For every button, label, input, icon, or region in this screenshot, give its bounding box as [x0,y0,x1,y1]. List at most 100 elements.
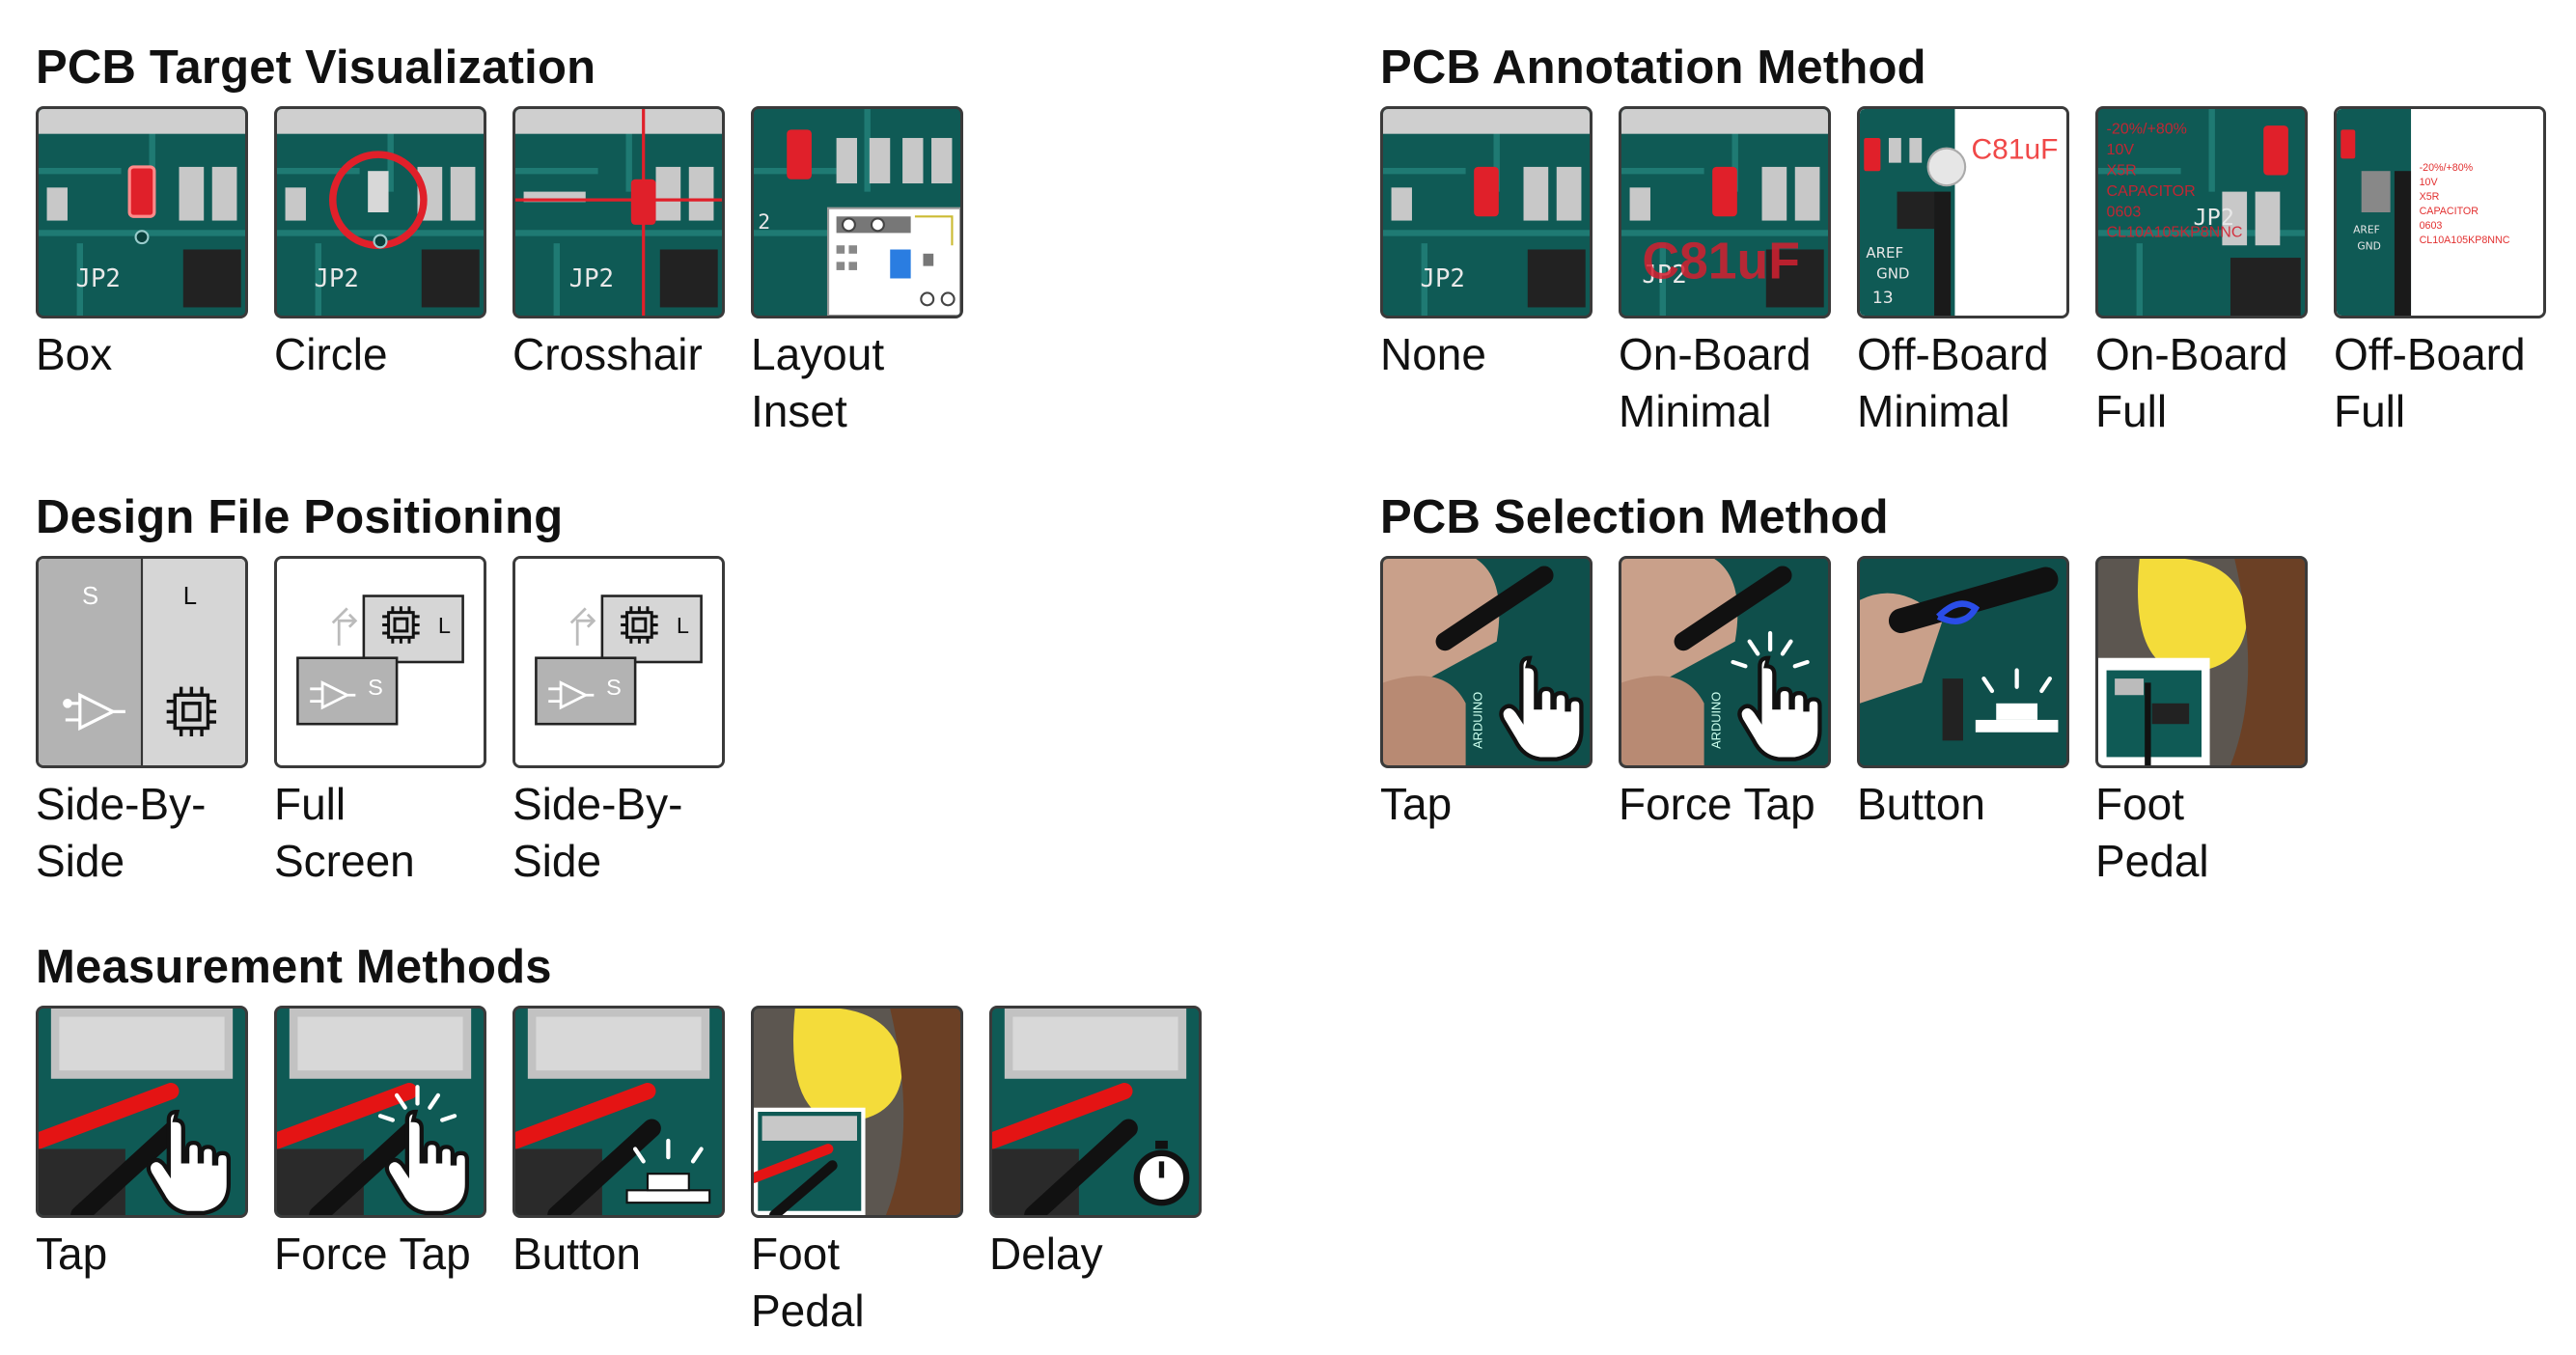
option-side-by-side-overlap[interactable]: L S Side-By-Side [512,556,725,890]
svg-text:JP2: JP2 [315,264,359,293]
option-label: Delay [989,1229,1103,1279]
push-button-glyph [1975,668,2059,733]
option-select-button[interactable]: Button [1857,556,2069,890]
option-label: Circle [274,329,388,379]
button-press-icon [1857,556,2069,768]
option-label: On-Board Minimal [1619,329,1812,436]
pcb-layout-inset-icon: 2 [751,106,963,318]
option-label: Force Tap [274,1229,471,1279]
svg-text:GND: GND [2357,240,2381,253]
svg-text:0603: 0603 [2107,203,2142,220]
option-label: Crosshair [512,329,703,379]
hand-force-tap-icon: ARDUINO [1619,556,1831,768]
option-offboard-full[interactable]: AREF GND -20%/+80% 10V X5R CAPACITOR 060… [2334,106,2546,440]
svg-text:JP2: JP2 [569,264,614,293]
option-label: Full Screen [274,779,415,886]
svg-text:CAPACITOR: CAPACITOR [2420,206,2479,217]
svg-text:10V: 10V [2420,177,2439,188]
svg-text:C81uF: C81uF [1972,133,2059,165]
hand-pointer-glyph [1499,655,1584,761]
section-title: PCB Annotation Method [1380,41,1926,94]
option-label: Button [512,1229,641,1279]
option-none[interactable]: JP2 None [1380,106,1593,440]
pcb-crosshair-highlight-icon: JP2 [512,106,725,318]
svg-text:X5R: X5R [2107,161,2137,179]
pcb-annotation-offboard-full-icon: AREF GND -20%/+80% 10V X5R CAPACITOR 060… [2334,106,2546,318]
svg-text:ARDUINO: ARDUINO [1709,692,1724,749]
svg-text:L: L [677,613,689,638]
pcb-circle-highlight-icon: JP2 [274,106,486,318]
option-label: None [1380,329,1486,379]
option-box[interactable]: JP2 Box [36,106,248,440]
option-measure-force-tap[interactable]: Force Tap [274,1006,486,1340]
probe-foot-pedal-icon [751,1006,963,1218]
option-label: Foot Pedal [751,1229,865,1336]
option-measure-delay[interactable]: Delay [989,1006,1202,1340]
section-title: PCB Target Visualization [36,41,596,94]
option-label: Foot Pedal [2095,779,2209,886]
overlapping-schematic-layout-alt-icon: L S [512,556,725,768]
option-onboard-minimal[interactable]: JP2 C81uF On-Board Minimal [1619,106,1831,440]
option-side-by-side-split[interactable]: S L Side-By-Side [36,556,248,890]
svg-text:13: 13 [1872,289,1894,308]
svg-text:JP2: JP2 [1421,264,1465,293]
svg-text:C81uF: C81uF [1642,233,1800,290]
stopwatch-glyph [1133,1140,1190,1206]
option-label: Off-Board Minimal [1857,329,2049,436]
svg-text:10V: 10V [2107,141,2135,158]
probe-delay-timer-icon [989,1006,1202,1218]
option-circle[interactable]: JP2 Circle [274,106,486,440]
svg-text:ARDUINO: ARDUINO [1471,692,1485,749]
split-schematic-layout-icon: S L [36,556,248,768]
option-full-screen[interactable]: L S Full Screen [274,556,486,890]
svg-text:JP2: JP2 [1642,261,1686,290]
section-annotation-method: PCB Annotation Method JP2 None [1380,39,2546,440]
option-offboard-minimal[interactable]: AREF GND 13 C81uF Off-Board Minimal [1857,106,2069,440]
option-select-tap[interactable]: ARDUINO Tap [1380,556,1593,890]
svg-text:2: 2 [758,210,770,235]
svg-text:JP2: JP2 [2193,204,2234,231]
svg-text:L: L [183,583,197,610]
hand-tap-icon: ARDUINO [1380,556,1593,768]
chip-symbol [166,686,217,737]
probe-button-icon [512,1006,725,1218]
op-amp-symbol [63,692,125,732]
svg-text:-20%/+80%: -20%/+80% [2420,162,2474,174]
svg-text:0603: 0603 [2420,220,2443,232]
option-label: On-Board Full [2095,329,2288,436]
option-measure-foot-pedal[interactable]: Foot Pedal [751,1006,963,1340]
svg-text:CL10A105KP8NNC: CL10A105KP8NNC [2107,224,2243,241]
svg-text:S: S [606,675,622,700]
option-label: Side-By-Side [36,779,207,886]
option-crosshair[interactable]: JP2 Crosshair [512,106,725,440]
probe-force-tap-icon [274,1006,486,1218]
probe-tap-icon [36,1006,248,1218]
svg-text:S: S [82,583,98,610]
pcb-box-highlight-icon: JP2 [36,106,248,318]
section-title: Measurement Methods [36,941,552,993]
svg-text:X5R: X5R [2420,191,2440,203]
option-onboard-full[interactable]: JP2 -20%/+80% 10V X5R CAPACITOR 0603 CL1… [2095,106,2308,440]
option-label: Tap [36,1229,108,1279]
pcb-annotation-onboard-minimal-icon: JP2 C81uF [1619,106,1831,318]
svg-text:GND: GND [1876,264,1909,282]
option-label: Force Tap [1619,779,1815,829]
option-label: Box [36,329,113,379]
option-label: Button [1857,779,1985,829]
section-measurement-methods: Measurement Methods Tap [36,938,1202,1340]
svg-text:CAPACITOR: CAPACITOR [2107,182,2196,200]
option-label: Side-By-Side [512,779,683,886]
option-select-force-tap[interactable]: ARDUINO Force Tap [1619,556,1831,890]
svg-text:L: L [438,613,451,638]
option-label: Layout Inset [751,329,885,436]
option-select-foot-pedal[interactable]: Foot Pedal [2095,556,2308,890]
pcb-plain-icon: JP2 [1380,106,1593,318]
pcb-annotation-offboard-minimal-icon: AREF GND 13 C81uF [1857,106,2069,318]
option-layout-inset[interactable]: 2 Layout Inset [751,106,963,440]
section-selection-method: PCB Selection Method ARDUINO Tap [1380,488,2308,890]
option-measure-button[interactable]: Button [512,1006,725,1340]
option-measure-tap[interactable]: Tap [36,1006,248,1340]
svg-text:AREF: AREF [2353,223,2380,235]
svg-text:AREF: AREF [1866,244,1903,262]
svg-text:-20%/+80%: -20%/+80% [2107,121,2187,138]
